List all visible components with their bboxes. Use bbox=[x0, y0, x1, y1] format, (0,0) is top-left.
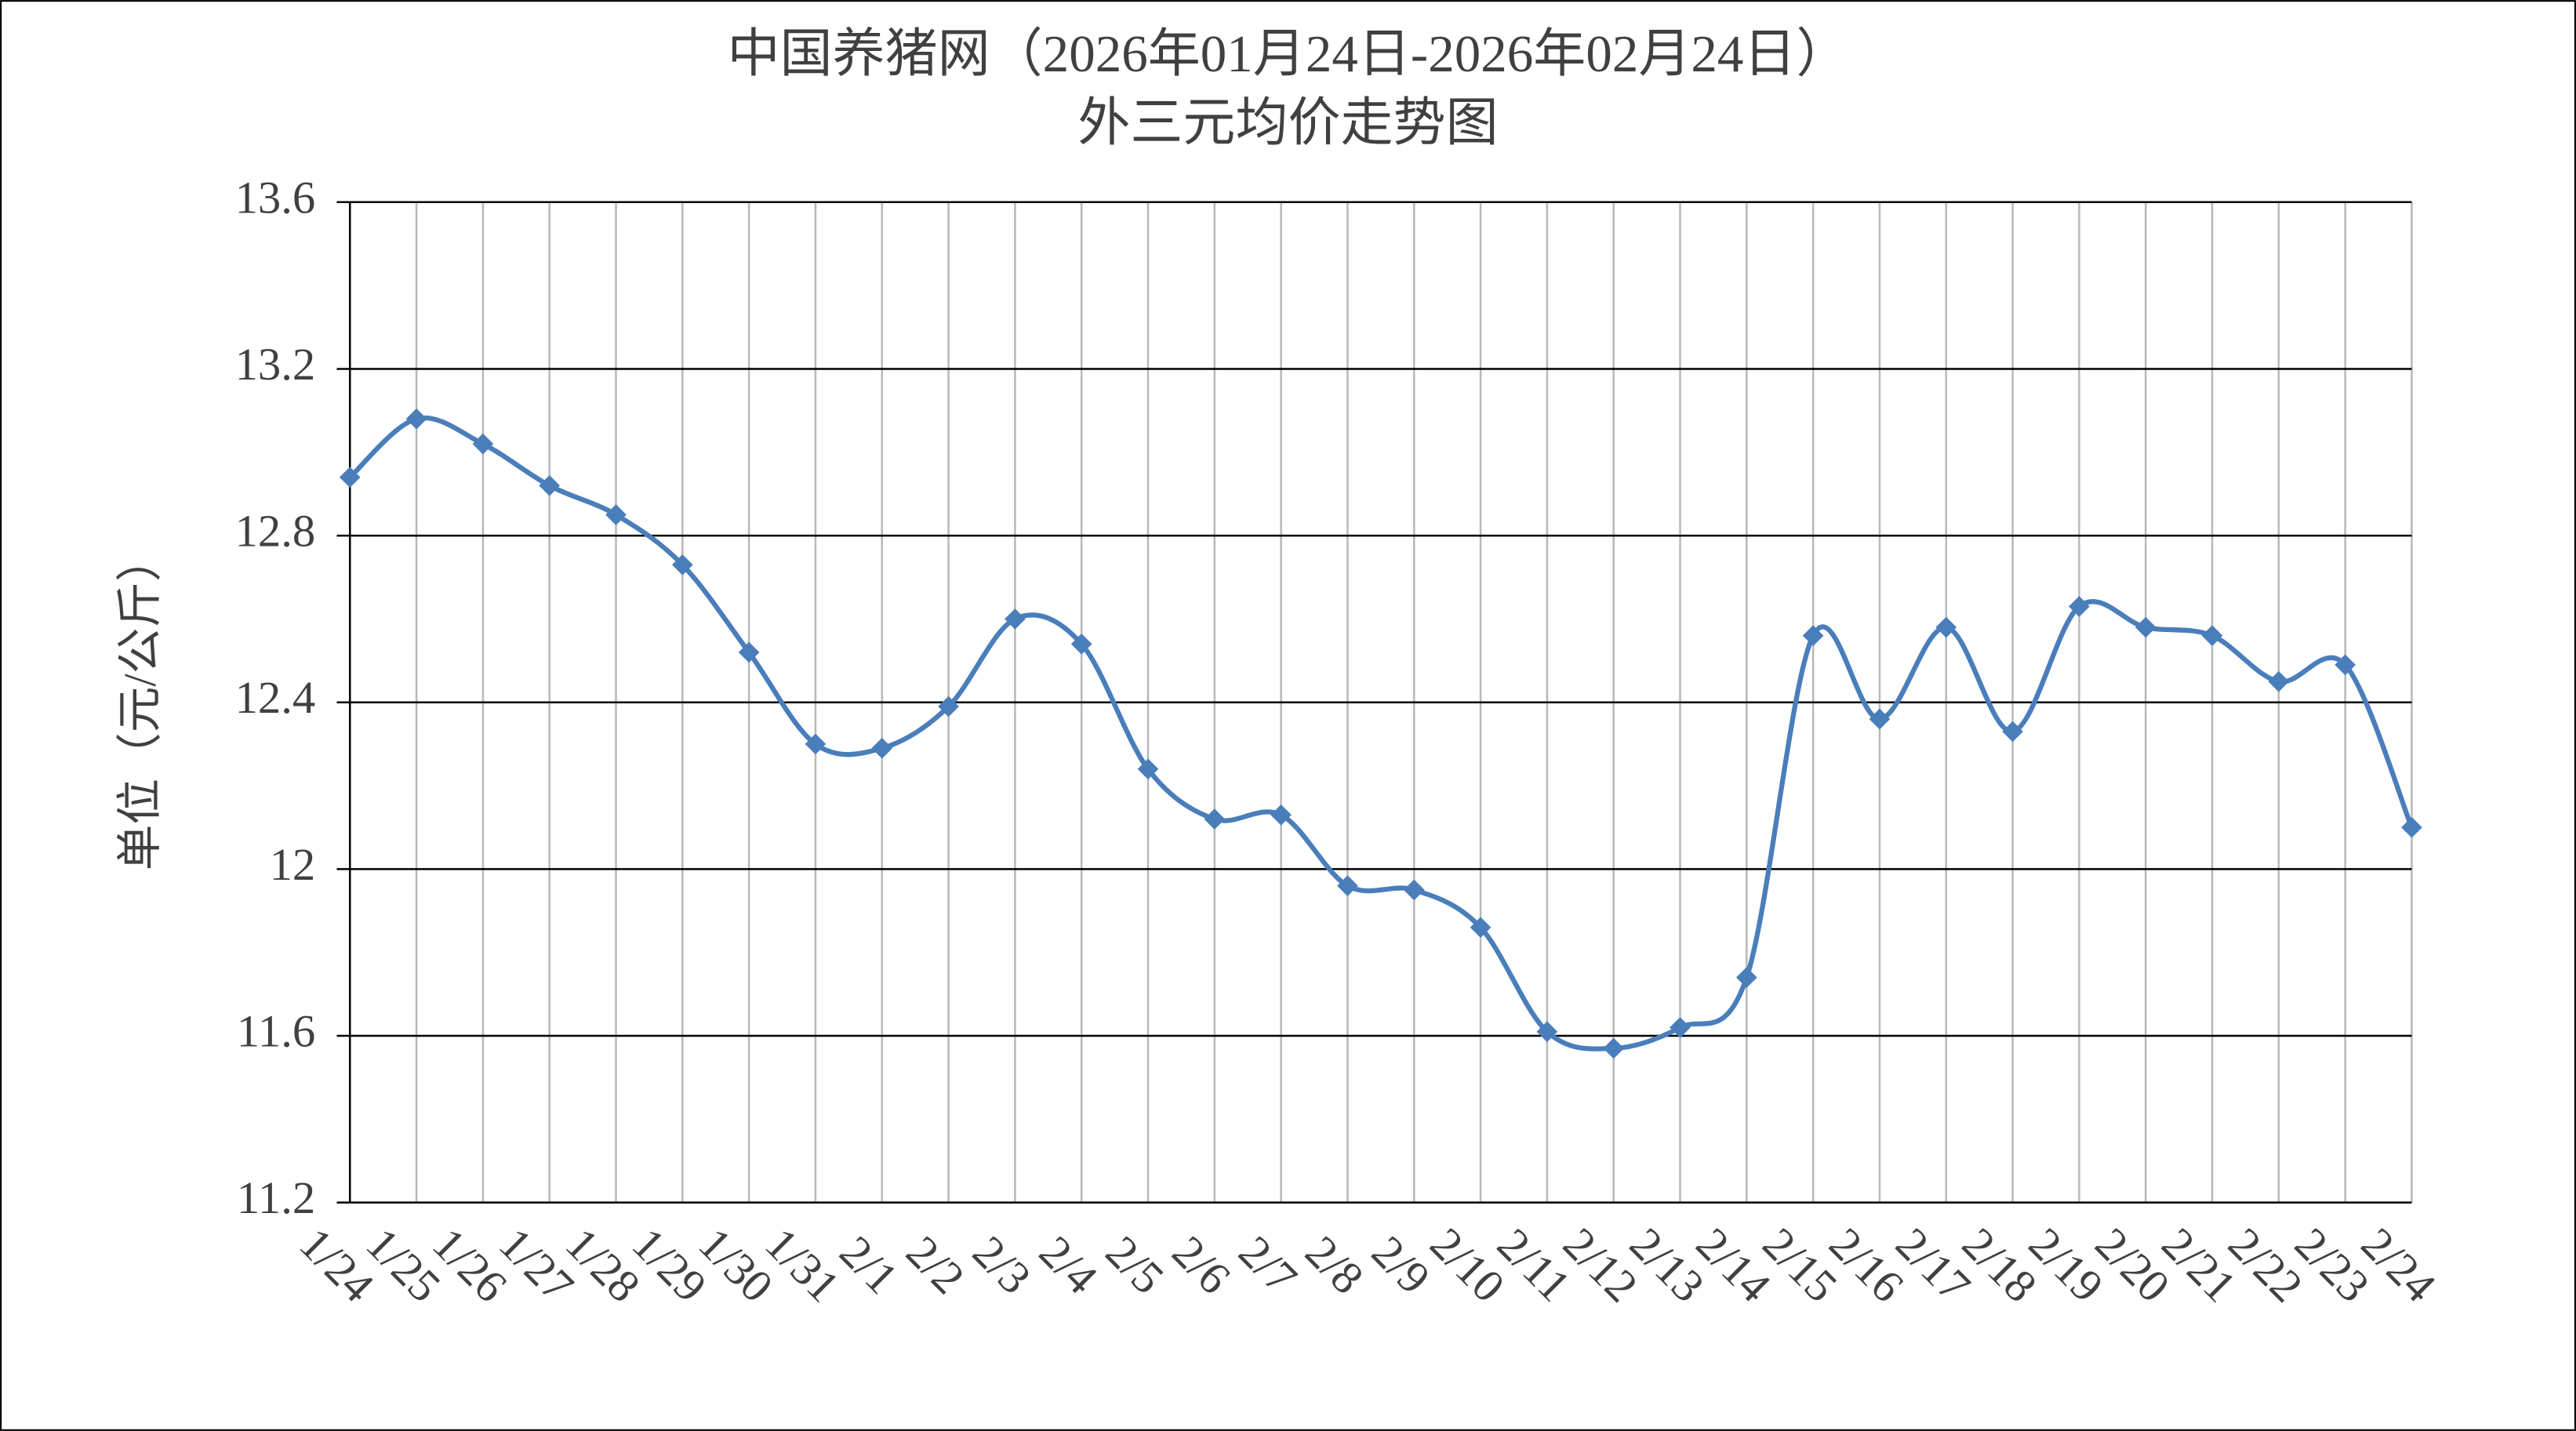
line bbox=[348, 415, 2414, 1051]
marker bbox=[539, 474, 561, 496]
marker bbox=[472, 433, 494, 455]
y-tick-label: 12.8 bbox=[235, 506, 316, 557]
marker bbox=[405, 408, 427, 430]
y-tick-label: 13.2 bbox=[235, 339, 316, 390]
chart-title: 中国养猪网（2026年01月24日-2026年02月24日） bbox=[728, 24, 1849, 83]
y-axis-label: 单位（元/公斤） bbox=[114, 536, 165, 870]
y-tick-label: 11.2 bbox=[237, 1172, 315, 1223]
y-tick-label: 12.4 bbox=[235, 672, 316, 723]
y-tick-label: 11.6 bbox=[237, 1005, 315, 1056]
marker bbox=[671, 554, 693, 576]
marker bbox=[339, 467, 361, 489]
chart-subtitle: 外三元均价走势图 bbox=[1077, 93, 1498, 152]
y-tick-label: 13.6 bbox=[235, 172, 316, 223]
y-tick-label: 12 bbox=[270, 839, 316, 890]
marker bbox=[738, 641, 760, 663]
marker bbox=[605, 504, 627, 525]
